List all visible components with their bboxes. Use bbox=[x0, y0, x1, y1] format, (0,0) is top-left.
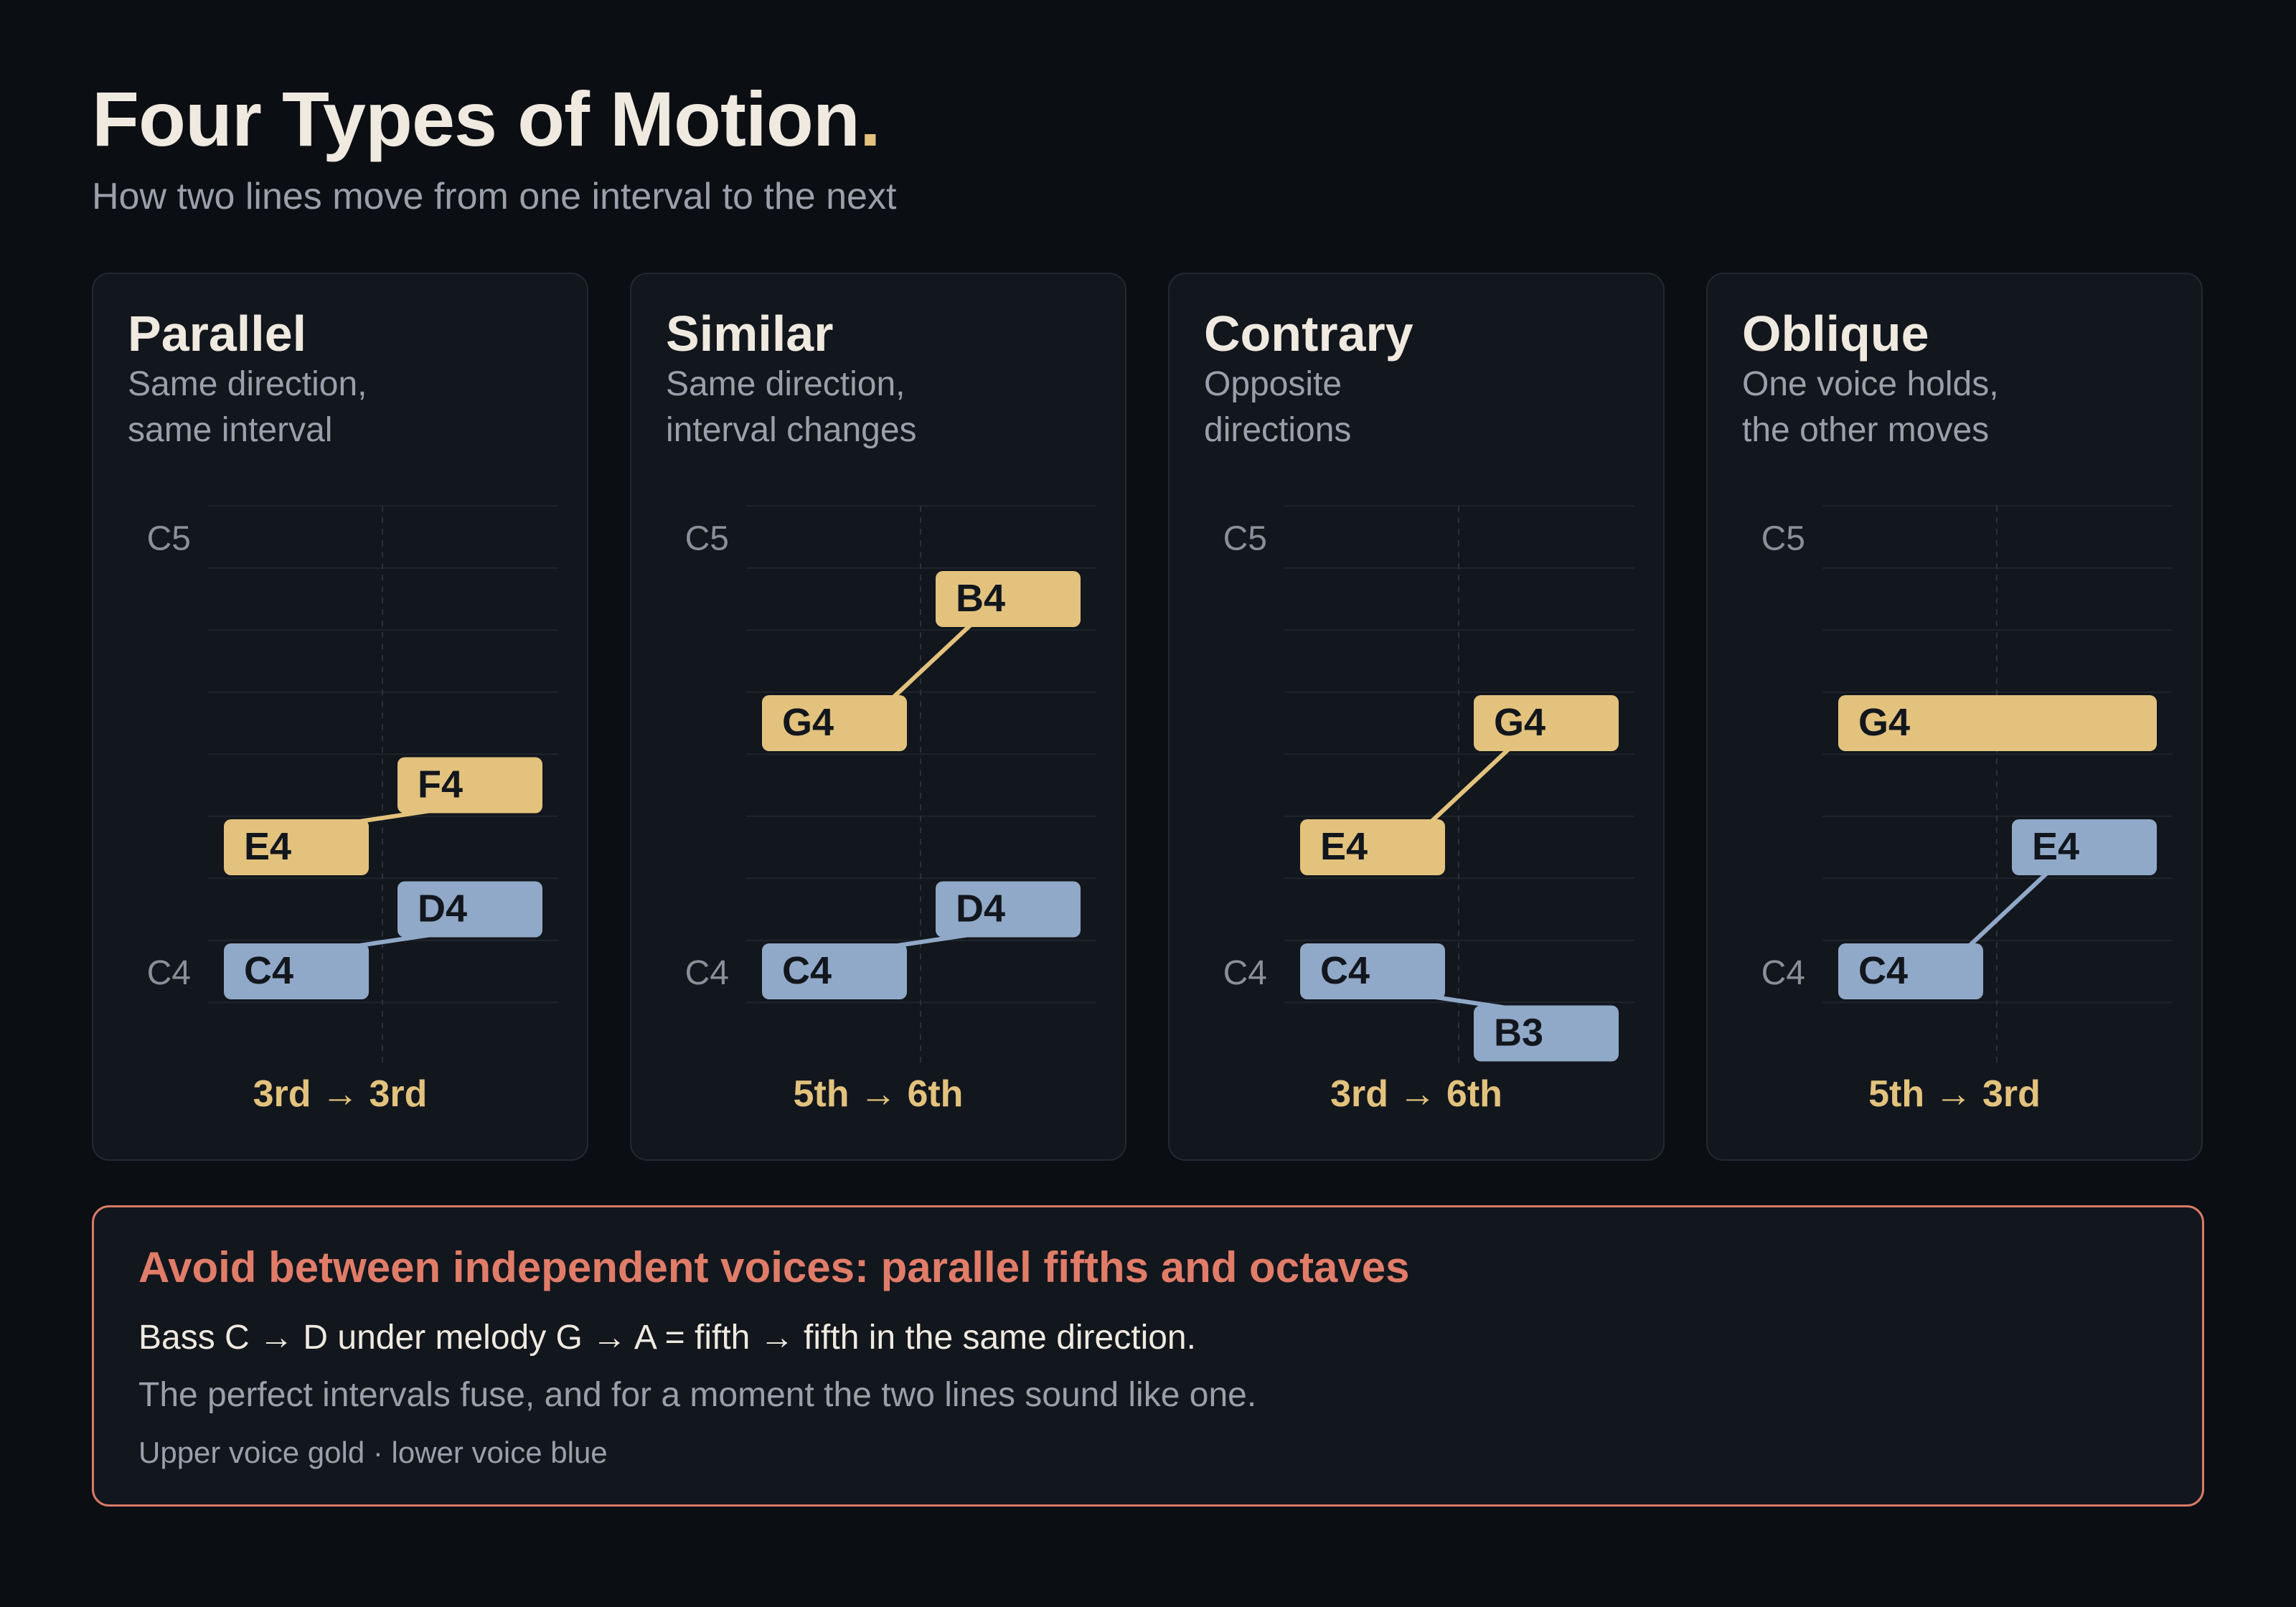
staff-diagram: C5 C4 C4 B3 E4 G4 bbox=[1223, 505, 1634, 1063]
lower-voice-note-label: E4 bbox=[2032, 825, 2079, 868]
interval-summary: 3rd → 3rd bbox=[253, 1073, 428, 1115]
lower-voice-note-label: C4 bbox=[782, 949, 832, 992]
card-similar: Similar Same direction, interval changes… bbox=[630, 273, 1126, 1161]
lower-voice-connector bbox=[1967, 870, 2050, 948]
page-title-text: Four Types of Motion bbox=[92, 75, 860, 162]
lower-voice-note-label: C4 bbox=[244, 949, 293, 992]
card-description-line: the other moves bbox=[1742, 411, 1990, 449]
lower-voice-note-label: D4 bbox=[418, 887, 467, 930]
card-description-line: Same direction, bbox=[128, 365, 367, 403]
upper-voice-note-label: E4 bbox=[244, 825, 291, 868]
card-parallel: Parallel Same direction, same interval C… bbox=[92, 273, 588, 1161]
axis-label-bottom: C4 bbox=[685, 954, 729, 992]
card-title: Similar bbox=[666, 306, 834, 362]
page-title: Four Types of Motion. bbox=[92, 69, 881, 169]
lower-voice-note-block bbox=[762, 943, 907, 999]
staff-diagram: C5 C4 C4 D4 G4 B4 bbox=[685, 505, 1096, 1063]
card-description: Same direction, same interval bbox=[128, 362, 367, 453]
upper-voice-note-block bbox=[397, 757, 542, 814]
interval-summary: 3rd → 6th bbox=[1330, 1073, 1502, 1115]
axis-label-top: C5 bbox=[147, 520, 191, 558]
axis-label-bottom: C4 bbox=[1223, 954, 1267, 992]
card-title: Contrary bbox=[1204, 306, 1413, 362]
upper-voice-note-block bbox=[762, 695, 907, 751]
card-description-line: same interval bbox=[128, 411, 333, 449]
axis-label-top: C5 bbox=[1761, 520, 1805, 558]
upper-voice-connector bbox=[1429, 746, 1512, 824]
card-description-line: directions bbox=[1204, 411, 1352, 449]
page-subtitle: How two lines move from one interval to … bbox=[92, 176, 897, 217]
warning-title: Avoid between independent voices: parall… bbox=[138, 1243, 1410, 1291]
upper-voice-note-label: F4 bbox=[418, 763, 463, 806]
card-description-line: interval changes bbox=[666, 411, 917, 449]
upper-voice-connector bbox=[890, 622, 974, 700]
upper-voice-note-label: G4 bbox=[782, 701, 834, 744]
interval-summary: 5th → 3rd bbox=[1868, 1073, 2041, 1115]
upper-voice-note-label: B4 bbox=[956, 577, 1005, 620]
lower-voice-note-label: B3 bbox=[1494, 1012, 1543, 1055]
lower-voice-note-block bbox=[224, 943, 369, 999]
card-description: Opposite directions bbox=[1204, 362, 1351, 453]
upper-voice-note-label: G4 bbox=[1494, 701, 1545, 744]
lower-voice-note-label: D4 bbox=[956, 887, 1005, 930]
axis-label-bottom: C4 bbox=[147, 954, 191, 992]
lower-voice-note-block bbox=[936, 881, 1081, 938]
upper-voice-note-block bbox=[224, 819, 369, 875]
card-title: Oblique bbox=[1742, 306, 1929, 362]
lower-voice-note-block bbox=[2012, 819, 2157, 875]
upper-voice-note-block bbox=[1300, 819, 1445, 875]
upper-voice-note-label: G4 bbox=[1858, 701, 1910, 744]
axis-label-top: C5 bbox=[685, 520, 729, 558]
upper-voice-note-block bbox=[936, 571, 1081, 627]
lower-voice-note-block bbox=[1300, 943, 1445, 999]
axis-label-top: C5 bbox=[1223, 520, 1267, 558]
card-title: Parallel bbox=[128, 306, 307, 362]
staff-diagram: C5 C4 C4 D4 E4 F4 bbox=[147, 505, 558, 1063]
color-legend-note: Upper voice gold · lower voice blue bbox=[138, 1436, 608, 1469]
lower-voice-note-block bbox=[1474, 1005, 1619, 1062]
warning-example: Bass C → D under melody G → A = fifth → … bbox=[138, 1319, 1196, 1357]
warning-explanation: The perfect intervals fuse, and for a mo… bbox=[138, 1376, 1257, 1414]
lower-voice-note-label: C4 bbox=[1320, 949, 1370, 992]
upper-voice-note-label: E4 bbox=[1320, 825, 1368, 868]
card-description: Same direction, interval changes bbox=[666, 362, 917, 453]
card-oblique: Oblique One voice holds, the other moves… bbox=[1706, 273, 2203, 1161]
card-description: One voice holds, the other moves bbox=[1742, 362, 1999, 453]
axis-label-bottom: C4 bbox=[1761, 954, 1805, 992]
interval-summary: 5th → 6th bbox=[793, 1073, 964, 1115]
lower-voice-note-block bbox=[397, 881, 542, 938]
staff-diagram: C5 C4 C4 E4 G4 bbox=[1761, 505, 2173, 1063]
lower-voice-note-block bbox=[1838, 943, 1983, 999]
upper-voice-note-block bbox=[1838, 695, 2157, 751]
card-description-line: One voice holds, bbox=[1742, 365, 1999, 403]
card-description-line: Same direction, bbox=[666, 365, 905, 403]
title-dot: . bbox=[859, 75, 881, 162]
warning-callout: Avoid between independent voices: parall… bbox=[92, 1205, 2204, 1507]
card-contrary: Contrary Opposite directions C5 C4 C4 B3 E4 G… bbox=[1168, 273, 1665, 1161]
lower-voice-note-label: C4 bbox=[1858, 949, 1908, 992]
card-description-line: Opposite bbox=[1204, 365, 1342, 403]
upper-voice-note-block bbox=[1474, 695, 1619, 751]
